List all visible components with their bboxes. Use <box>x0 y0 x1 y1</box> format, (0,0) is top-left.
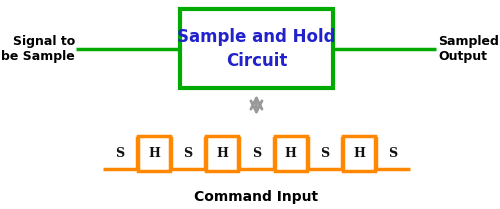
Text: H: H <box>216 147 228 160</box>
Bar <box>206 136 238 171</box>
Bar <box>343 136 375 171</box>
Bar <box>180 9 333 88</box>
Text: Sample and Hold
Circuit: Sample and Hold Circuit <box>177 28 336 70</box>
Text: S: S <box>320 147 330 160</box>
Text: S: S <box>388 147 398 160</box>
Text: Command Input: Command Input <box>194 190 318 204</box>
Text: S: S <box>115 147 124 160</box>
Text: S: S <box>252 147 261 160</box>
Text: H: H <box>148 147 160 160</box>
Text: Sampled
Output: Sampled Output <box>438 35 499 63</box>
Text: Signal to
be Sample: Signal to be Sample <box>1 35 75 63</box>
Text: H: H <box>284 147 296 160</box>
Text: S: S <box>184 147 192 160</box>
Bar <box>138 136 170 171</box>
Text: H: H <box>353 147 365 160</box>
Bar <box>274 136 306 171</box>
